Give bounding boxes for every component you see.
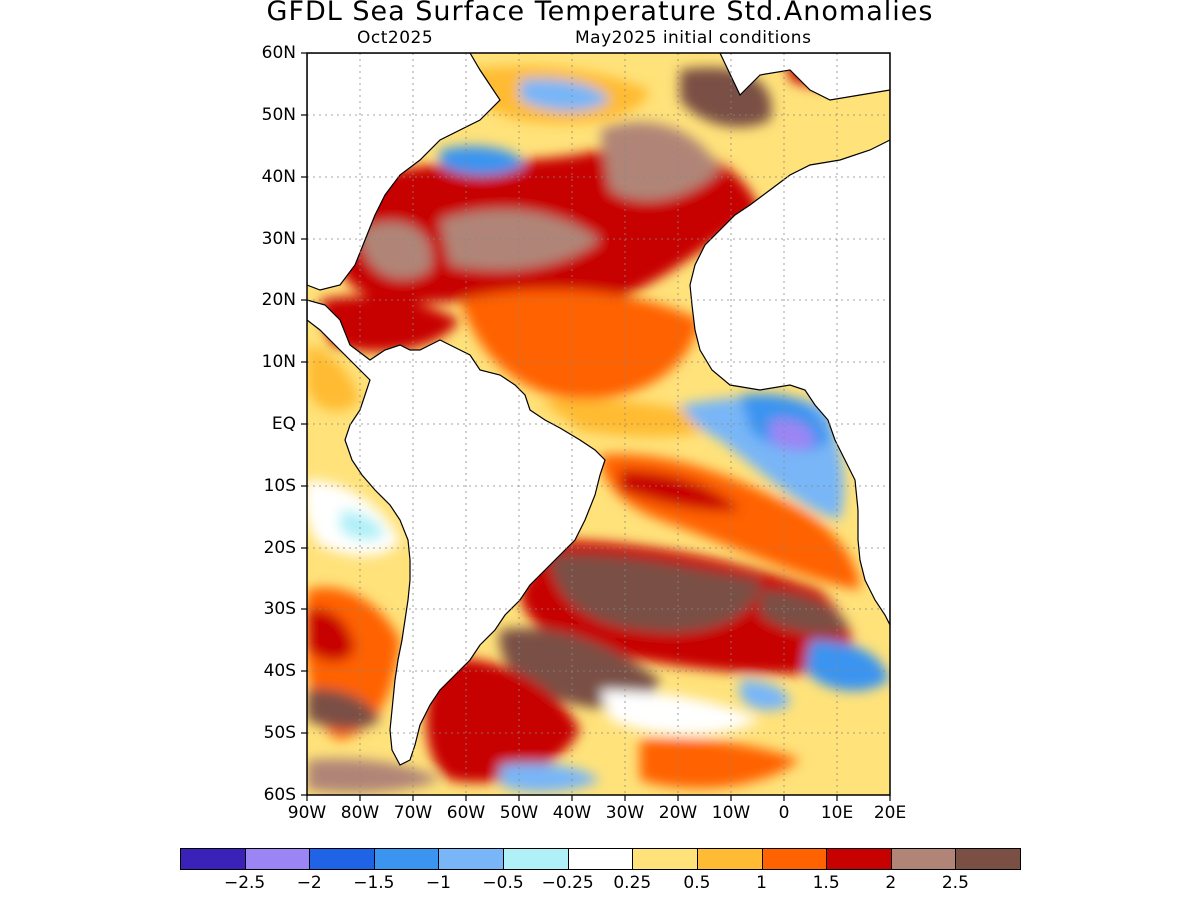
lat-label: 60S — [263, 785, 296, 805]
lat-label: 50S — [263, 723, 296, 743]
lat-label: 10N — [261, 352, 296, 372]
europe-north-land — [719, 53, 890, 101]
colorbar-swatch — [826, 848, 892, 870]
lat-label: 10S — [263, 476, 296, 496]
colorbar-label: −1.5 — [353, 873, 395, 893]
lon-label: 10W — [711, 803, 751, 823]
colorbar-label: −1 — [425, 873, 451, 893]
grid-lines — [307, 53, 890, 795]
colorbar-swatch — [955, 848, 1021, 870]
lat-label: EQ — [271, 414, 296, 434]
lat-label: 40S — [263, 661, 296, 681]
lon-label: 90W — [287, 803, 327, 823]
lon-label: 40W — [552, 803, 592, 823]
lat-label: 40N — [261, 167, 296, 187]
lat-label: 30S — [263, 599, 296, 619]
colorbar-swatch — [309, 848, 375, 870]
map-title: GFDL Sea Surface Temperature Std.Anomali… — [266, 0, 934, 27]
colorbar-label: −2.5 — [223, 873, 266, 893]
north-america-land — [307, 53, 501, 291]
lon-label: 70W — [393, 803, 433, 823]
lat-label: 20S — [263, 538, 296, 558]
colorbar-swatch — [438, 848, 505, 870]
colorbar-swatch — [503, 848, 569, 870]
lon-label: 0 — [778, 803, 790, 823]
colorbar-label: 1 — [756, 873, 767, 893]
colorbar-swatch — [180, 848, 246, 870]
colorbar-label: 2.5 — [941, 873, 969, 893]
lon-label: 30W — [605, 803, 645, 823]
anomaly-field — [307, 53, 890, 795]
lon-label: 50W — [499, 803, 539, 823]
colorbar-label: −2 — [296, 873, 322, 893]
colorbar-label: −0.25 — [541, 873, 594, 893]
lon-label: 60W — [446, 803, 486, 823]
colorbar-label: 2 — [885, 873, 897, 893]
lat-label: 60N — [261, 43, 296, 63]
lat-label: 30N — [261, 229, 296, 249]
central-america-land — [307, 299, 606, 766]
lon-label: 20E — [873, 803, 907, 823]
lat-label: 50N — [261, 105, 296, 125]
colorbar-swatch — [373, 848, 440, 870]
lon-label: 80W — [340, 803, 380, 823]
lon-label: 20W — [658, 803, 698, 823]
africa-europe-land — [689, 53, 890, 626]
colorbar-label: 1.5 — [812, 873, 840, 893]
axis-ticks — [301, 52, 891, 801]
colorbar-label: −0.5 — [482, 873, 524, 893]
colorbar-swatch — [696, 848, 763, 870]
colorbar-label: 0.25 — [613, 873, 652, 893]
lon-label: 10E — [820, 803, 854, 823]
init-conditions: May2025 initial conditions — [575, 28, 812, 48]
colorbar-swatch — [244, 848, 311, 870]
colorbar-swatch — [567, 848, 634, 870]
valid-month: Oct2025 — [357, 28, 434, 48]
colorbar-swatch — [890, 848, 957, 870]
lat-label: 20N — [261, 290, 296, 310]
colorbar-swatch — [761, 848, 828, 870]
colorbar-label: 0.5 — [683, 873, 711, 893]
colorbar-swatch — [632, 848, 698, 870]
